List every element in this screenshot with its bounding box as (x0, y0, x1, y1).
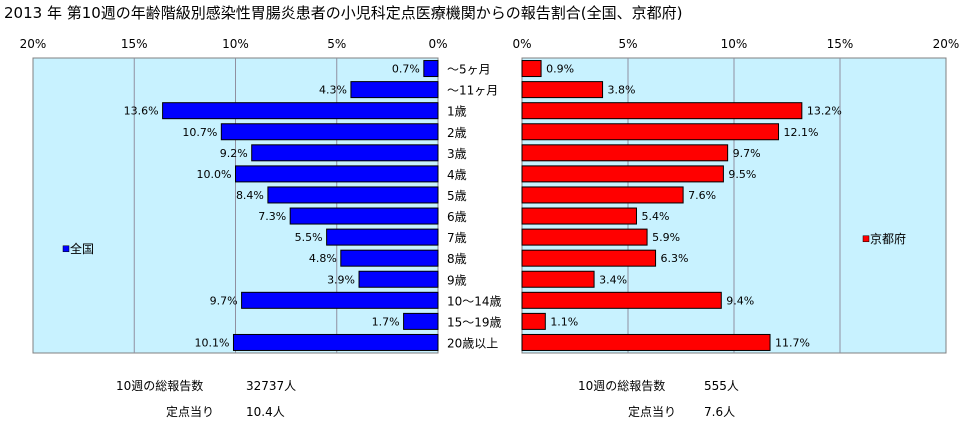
national-value-label: 10.1% (195, 336, 230, 349)
national-value-label: 13.6% (124, 105, 159, 118)
category-label: ～5ヶ月 (447, 63, 491, 77)
kyoto-value-label: 7.6% (688, 189, 716, 202)
kyoto-bar (521, 249, 657, 267)
kyoto-bar (521, 102, 803, 120)
category-label: 1歳 (447, 105, 467, 119)
national-value-label: 5.5% (295, 231, 323, 244)
national-value-label: 7.3% (258, 210, 286, 223)
national-value-label: 9.7% (210, 294, 238, 307)
kyoto-bar (521, 312, 546, 330)
category-label: 8歳 (447, 252, 467, 266)
kyoto-total-value: 555人 (704, 379, 739, 393)
national-value-label: 0.7% (392, 63, 420, 76)
national-legend-label: 全国 (70, 241, 94, 256)
left-tick-label: 20% (20, 37, 47, 51)
national-value-label: 4.8% (309, 252, 337, 265)
kyoto-value-label: 12.1% (784, 126, 819, 139)
chart-title: 2013 年 第10週の年齢階級別感染性胃腸炎患者の小児科定点医療機関からの報告… (4, 4, 683, 22)
right-tick-label: 5% (618, 37, 637, 51)
right-tick-label: 20% (933, 37, 960, 51)
kyoto-bar (521, 81, 604, 99)
national-bar (423, 60, 439, 78)
kyoto-bar (521, 60, 542, 78)
national-per-point-value: 10.4人 (246, 405, 285, 419)
left-tick-label: 10% (222, 37, 249, 51)
kyoto-value-label: 11.7% (775, 336, 810, 349)
category-label: 10～14歳 (447, 294, 502, 308)
national-per-point-label: 定点当り (166, 405, 215, 419)
kyoto-bar (521, 144, 729, 162)
kyoto-value-label: 5.9% (652, 231, 680, 244)
kyoto-value-label: 9.4% (726, 294, 754, 307)
national-value-label: 8.4% (236, 189, 264, 202)
national-bar (289, 207, 439, 225)
kyoto-per-point-label: 定点当り (628, 405, 677, 419)
national-value-label: 10.0% (197, 168, 232, 181)
kyoto-legend-label: 京都府 (870, 231, 906, 246)
category-label: 3歳 (447, 147, 467, 161)
national-bar (162, 102, 439, 120)
category-label: ～11ヶ月 (447, 84, 498, 98)
category-label: 7歳 (447, 231, 467, 245)
national-value-label: 1.7% (372, 315, 400, 328)
category-label: 2歳 (447, 126, 467, 140)
national-bar (235, 165, 439, 183)
kyoto-bar (521, 123, 780, 141)
kyoto-per-point-value: 7.6人 (704, 405, 736, 419)
national-bar (251, 144, 439, 162)
kyoto-value-label: 3.8% (608, 84, 636, 97)
category-label: 9歳 (447, 273, 467, 287)
kyoto-legend-swatch (862, 235, 870, 243)
national-bar (241, 291, 439, 309)
national-bar (403, 312, 439, 330)
category-label: 20歳以上 (447, 336, 498, 350)
kyoto-value-label: 5.4% (641, 210, 669, 223)
kyoto-bar (521, 207, 637, 225)
right-tick-label: 15% (827, 37, 854, 51)
category-label: 5歳 (447, 189, 467, 203)
national-value-label: 4.3% (319, 84, 347, 97)
category-label: 4歳 (447, 168, 467, 182)
national-value-label: 9.2% (220, 147, 248, 160)
kyoto-total-label: 10週の総報告数 (578, 379, 666, 393)
national-bar (326, 228, 439, 246)
national-total-label: 10週の総報告数 (116, 379, 204, 393)
national-bar (232, 333, 439, 351)
right-tick-label: 10% (721, 37, 748, 51)
kyoto-value-label: 9.5% (728, 168, 756, 181)
national-value-label: 10.7% (182, 126, 217, 139)
kyoto-value-label: 1.1% (550, 315, 578, 328)
kyoto-bar (521, 165, 724, 183)
category-label: 6歳 (447, 210, 467, 224)
national-bar (350, 81, 439, 99)
kyoto-value-label: 3.4% (599, 273, 627, 286)
left-tick-label: 15% (121, 37, 148, 51)
kyoto-bar (521, 291, 722, 309)
kyoto-value-label: 9.7% (733, 147, 761, 160)
kyoto-value-label: 13.2% (807, 105, 842, 118)
national-bar (220, 123, 439, 141)
national-bar (267, 186, 439, 204)
national-total-value: 32737人 (246, 379, 297, 393)
category-label: 15～19歳 (447, 315, 502, 329)
kyoto-value-label: 6.3% (661, 252, 689, 265)
national-bar (340, 249, 439, 267)
kyoto-value-label: 0.9% (546, 63, 574, 76)
national-value-label: 3.9% (327, 273, 355, 286)
right-tick-label: 0% (512, 37, 531, 51)
kyoto-bar (521, 333, 771, 351)
national-legend-swatch (62, 245, 70, 253)
left-tick-label: 0% (428, 37, 447, 51)
kyoto-bar (521, 270, 595, 288)
national-bar (358, 270, 439, 288)
left-tick-label: 5% (327, 37, 346, 51)
kyoto-bar (521, 186, 684, 204)
kyoto-bar (521, 228, 648, 246)
